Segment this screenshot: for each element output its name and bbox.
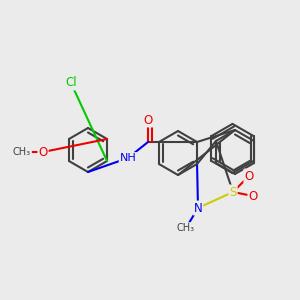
Text: CH₃: CH₃ [13, 147, 31, 157]
Text: NH: NH [120, 153, 136, 163]
Text: O: O [248, 190, 258, 202]
Text: CH₃: CH₃ [177, 223, 195, 233]
Text: O: O [244, 169, 253, 182]
Text: Cl: Cl [65, 76, 77, 89]
Text: O: O [38, 146, 48, 158]
Text: S: S [229, 185, 237, 199]
Text: O: O [143, 113, 153, 127]
Text: N: N [194, 202, 202, 214]
